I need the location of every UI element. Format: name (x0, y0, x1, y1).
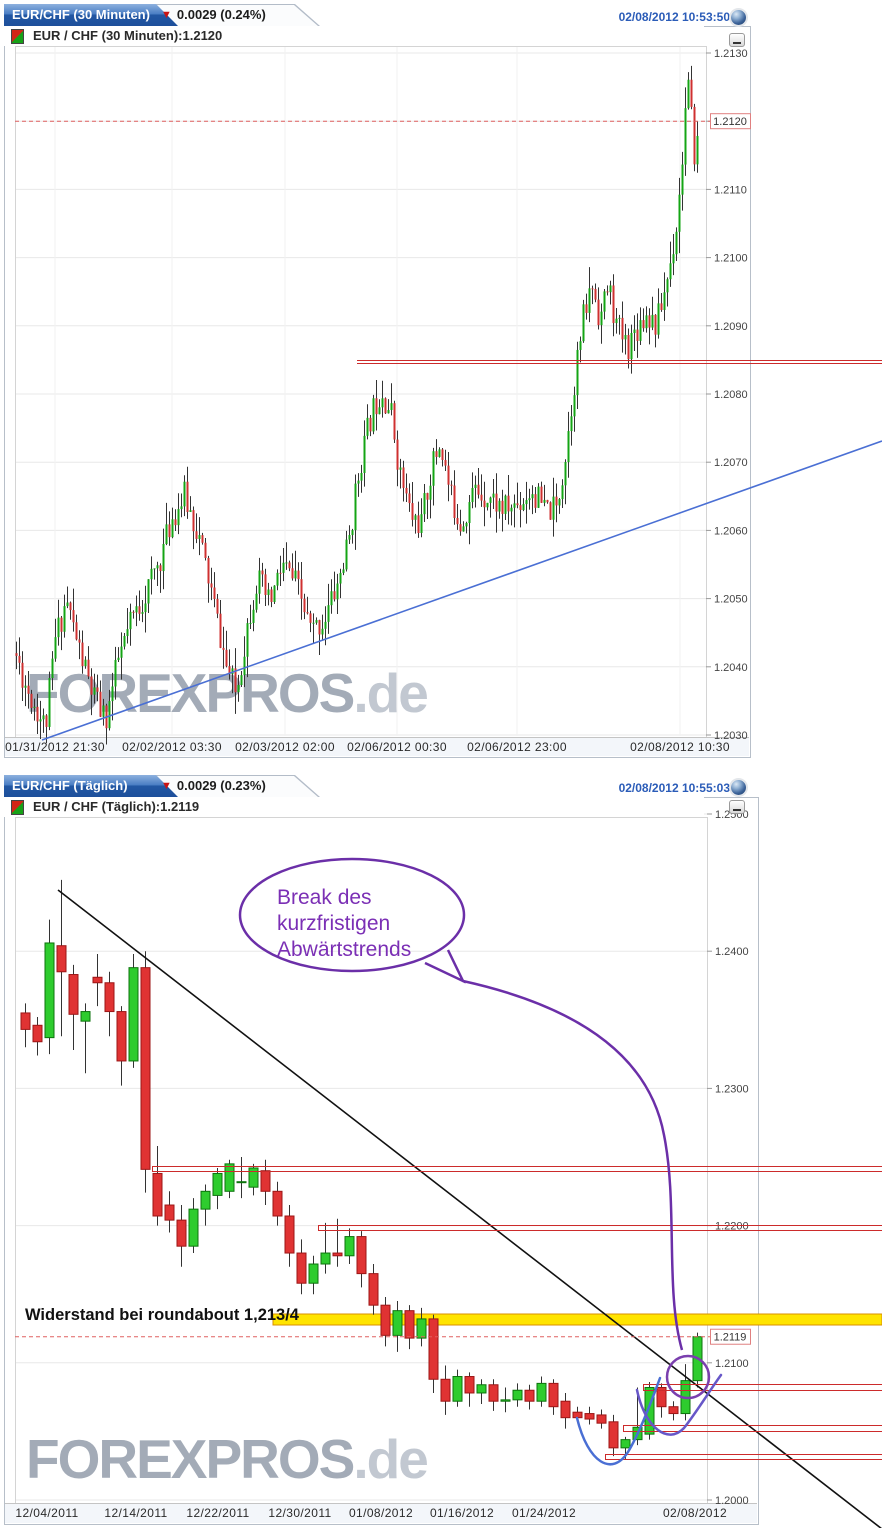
svg-text:12/04/2011: 12/04/2011 (15, 1506, 78, 1520)
change-value: 0.0029 (0.23%) (176, 778, 266, 793)
svg-text:FOREXPROS.de: FOREXPROS.de (26, 662, 427, 724)
svg-text:1.2100: 1.2100 (715, 1358, 749, 1370)
svg-text:02/06/2012 00:30: 02/06/2012 00:30 (347, 740, 447, 754)
last-price-label (710, 113, 751, 130)
svg-text:1.2100: 1.2100 (714, 253, 748, 265)
connection-status-icon[interactable] (731, 10, 746, 25)
svg-text:02/03/2012 02:00: 02/03/2012 02:00 (235, 740, 335, 754)
svg-text:1.2300: 1.2300 (715, 1083, 749, 1095)
resistance-label: Widerstand bei roundabout 1,213/4 (25, 1306, 300, 1324)
svg-text:1.2110: 1.2110 (714, 184, 747, 196)
chart1-change: ▼ 0.0029 (0.24%) (161, 4, 266, 26)
svg-text:1.2090: 1.2090 (714, 321, 748, 333)
svg-text:02/08/2012 10:30: 02/08/2012 10:30 (630, 740, 730, 754)
minimize-icon (733, 42, 741, 44)
svg-text:01/24/2012: 01/24/2012 (512, 1506, 576, 1520)
tab-eurchf-daily[interactable]: EUR/CHF (Täglich) (4, 775, 178, 797)
svg-text:1.2120: 1.2120 (713, 116, 747, 128)
tab-eurchf-30min[interactable]: EUR/CHF (30 Minuten) (4, 4, 178, 26)
svg-text:12/14/2011: 12/14/2011 (104, 1506, 167, 1520)
minimize-icon (733, 809, 741, 811)
svg-text:12/22/2011: 12/22/2011 (186, 1506, 249, 1520)
chart1-minimize-button[interactable] (729, 33, 745, 47)
chart2-tabbar: EUR/CHF (Täglich) ▼ 0.0029 (0.23%) (4, 775, 750, 797)
svg-text:1.2070: 1.2070 (714, 457, 748, 469)
svg-text:01/16/2012: 01/16/2012 (430, 1506, 494, 1520)
chart2-change: ▼ 0.0029 (0.23%) (161, 775, 266, 797)
candles (15, 65, 699, 745)
down-triangle-icon: ▼ (161, 780, 172, 792)
candlestick-series-icon (11, 29, 24, 44)
svg-text:02/06/2012 23:00: 02/06/2012 23:00 (467, 740, 567, 754)
double-bottom-curve (575, 1376, 662, 1466)
svg-text:1.2030: 1.2030 (714, 730, 748, 742)
svg-text:12/30/2011: 12/30/2011 (268, 1506, 331, 1520)
chart-2-group: FOREXPROS.de 12/04/2011 12/14/2011 12/22/20… (4, 797, 882, 1528)
svg-text:02/02/2012 03:30: 02/02/2012 03:30 (122, 740, 222, 754)
chart2-legend-label: EUR / CHF (Täglich):1.2119 (33, 799, 200, 814)
chart1-tabbar: EUR/CHF (30 Minuten) ▼ 0.0029 (0.24%) (4, 4, 750, 26)
chart2-timestamp: 02/08/2012 10:55:03 (618, 781, 730, 795)
chart2-minimize-button[interactable] (729, 800, 745, 814)
yellow-resistance-band (272, 1313, 882, 1326)
chart2-legend: EUR / CHF (Täglich):1.2119 (4, 797, 704, 817)
svg-text:kurzfristigen: kurzfristigen (277, 912, 390, 935)
resistance-lines (357, 360, 882, 364)
chart1-legend-label: EUR / CHF (30 Minuten):1.2120 (33, 28, 223, 43)
tab-label: EUR/CHF (30 Minuten) (12, 7, 150, 22)
annotations: Widerstand bei roundabout 1,213/4 Break d… (25, 857, 723, 1466)
callout-ellipse (238, 857, 466, 973)
double-bottom-curve (635, 1373, 723, 1436)
change-value: 0.0029 (0.24%) (176, 7, 266, 22)
svg-text:02/08/2012: 02/08/2012 (663, 1506, 727, 1520)
candlestick-series-icon (11, 800, 24, 815)
svg-text:1.2040: 1.2040 (714, 662, 748, 674)
svg-text:Break des: Break des (277, 886, 372, 909)
down-triangle-icon: ▼ (161, 9, 172, 21)
svg-text:1.2000: 1.2000 (715, 1495, 749, 1507)
resistance-lines (152, 1166, 882, 1460)
x-axis-labels: 12/04/2011 12/14/2011 12/22/2011 12/30/2011… (15, 1506, 727, 1520)
svg-text:FOREXPROS.de: FOREXPROS.de (26, 1428, 427, 1490)
tab-label: EUR/CHF (Täglich) (12, 778, 128, 793)
trendline (57, 889, 882, 1528)
svg-text:Abwärtstrends: Abwärtstrends (277, 938, 411, 961)
svg-text:1.2080: 1.2080 (714, 389, 748, 401)
svg-text:1.2060: 1.2060 (714, 525, 748, 537)
last-price-label (710, 1328, 751, 1345)
breakout-circle (665, 1354, 711, 1400)
callout-arrow (462, 979, 684, 1351)
trendline (41, 440, 882, 741)
gridlines (16, 47, 706, 736)
forexpros-watermark: FOREXPROS.de (26, 662, 429, 724)
chart-1-group: FOREXPROS.de 01/31/2012 21:30 02/02/2012 0… (4, 26, 882, 758)
chart1-legend: EUR / CHF (30 Minuten):1.2120 (4, 26, 704, 46)
connection-status-icon[interactable] (731, 780, 746, 795)
svg-text:1.2200: 1.2200 (715, 1221, 749, 1233)
svg-text:1.2400: 1.2400 (715, 946, 749, 958)
x-axis-labels: 01/31/2012 21:30 02/02/2012 03:30 02/03/20… (5, 740, 730, 754)
svg-text:01/08/2012: 01/08/2012 (349, 1506, 413, 1520)
svg-text:01/31/2012 21:30: 01/31/2012 21:30 (5, 740, 105, 754)
candles (20, 879, 703, 1459)
svg-text:1.2050: 1.2050 (714, 594, 748, 606)
svg-text:1.2130: 1.2130 (714, 48, 748, 60)
svg-text:1.2119: 1.2119 (714, 1332, 747, 1344)
forexpros-watermark: FOREXPROS.de (26, 1428, 429, 1490)
chart1-timestamp: 02/08/2012 10:53:50 (618, 10, 730, 24)
